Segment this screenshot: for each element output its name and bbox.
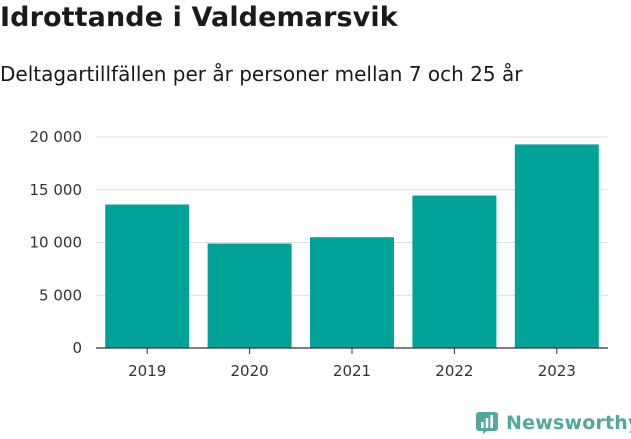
x-axis-labels: 2019 2020 2021 2022 2023 <box>128 348 576 380</box>
bars <box>105 144 599 348</box>
brand-name: Newsworthy <box>506 412 631 434</box>
bar-2021[interactable] <box>310 237 394 348</box>
y-tick-label: 20 000 <box>30 128 83 146</box>
bar-2023[interactable] <box>514 144 599 348</box>
x-tick-label: 2020 <box>231 362 269 380</box>
newsworthy-logo[interactable]: Newsworthy <box>476 408 631 438</box>
bar-2020[interactable] <box>207 243 292 348</box>
x-tick-label: 2023 <box>538 362 576 380</box>
newsworthy-bar-chart-icon <box>476 412 498 434</box>
y-tick-label: 0 <box>72 339 82 357</box>
bar-2019[interactable] <box>105 204 190 348</box>
chart-title: Idrottande i Valdemarsvik <box>0 2 398 33</box>
y-tick-label: 10 000 <box>30 234 83 252</box>
y-tick-label: 15 000 <box>30 181 83 199</box>
chart-subtitle: Deltagartillfällen per år personer mella… <box>0 62 523 86</box>
bar-2022[interactable] <box>412 195 497 348</box>
x-tick-label: 2022 <box>435 362 473 380</box>
x-tick-label: 2021 <box>333 362 371 380</box>
y-axis-labels: 0 5 000 10 000 15 000 20 000 <box>30 128 83 357</box>
x-tick-label: 2019 <box>128 362 166 380</box>
y-tick-label: 5 000 <box>39 286 82 304</box>
